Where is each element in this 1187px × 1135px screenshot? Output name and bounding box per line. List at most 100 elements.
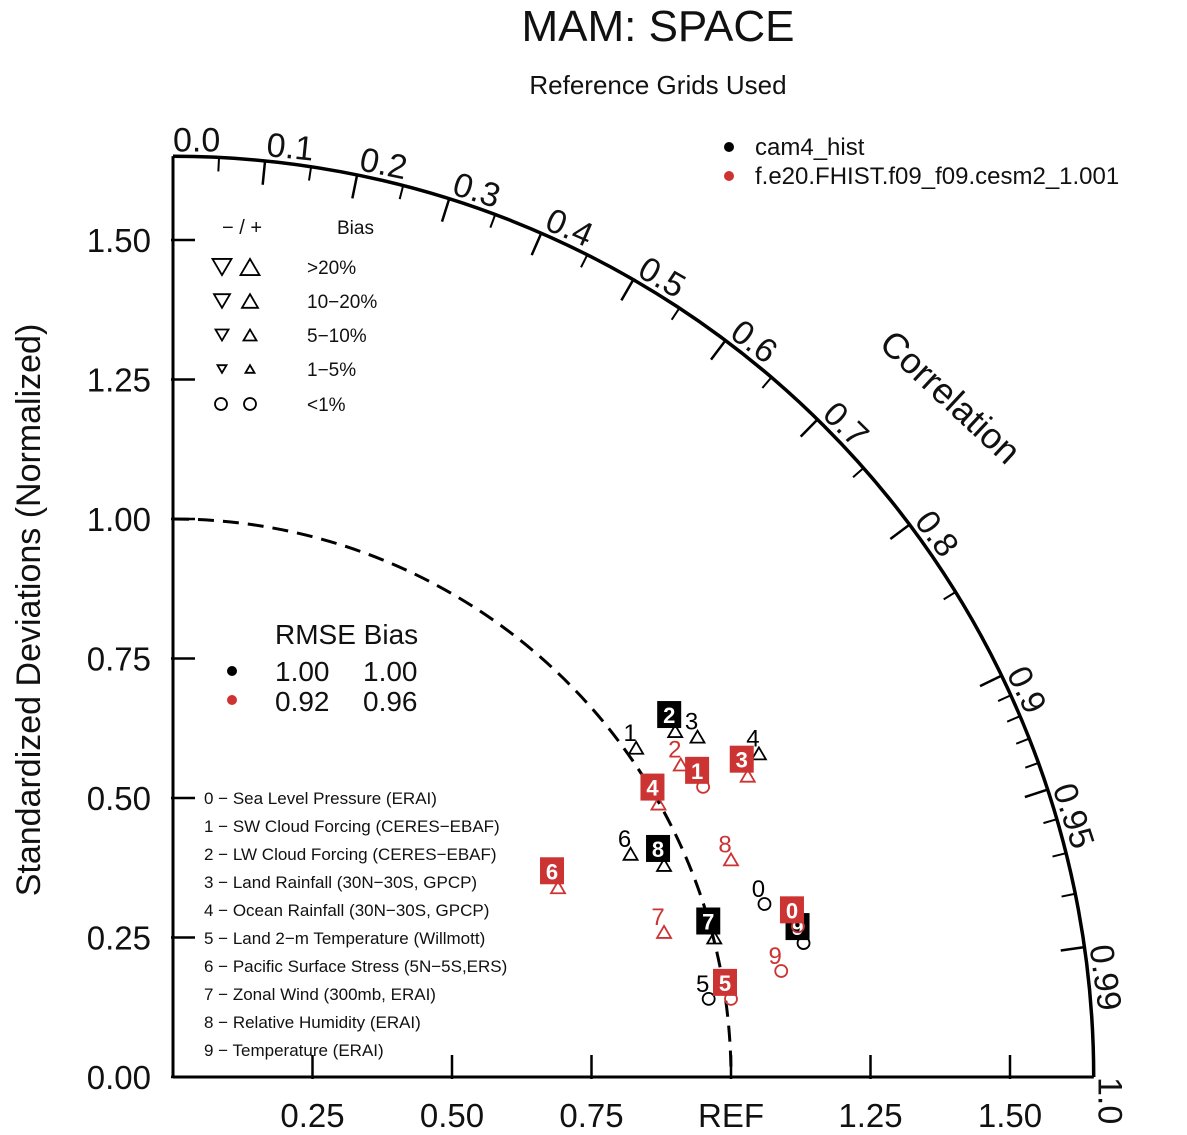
axes	[171, 154, 1096, 1079]
correlation-tick-label: 0.3	[448, 165, 504, 215]
x-tick-label: 1.50	[978, 1097, 1042, 1134]
point-marker-triangle	[627, 739, 645, 755]
correlation-tick-label: 0.95	[1045, 779, 1102, 854]
point-marker-triangle	[655, 857, 673, 872]
correlation-minor-tick	[1061, 892, 1076, 898]
point-label: 6	[546, 859, 558, 884]
correlation-tick	[440, 198, 451, 222]
correlation-axis-label: Correlation	[872, 322, 1029, 472]
point-label-box	[729, 745, 754, 773]
triangle-up-icon	[243, 363, 257, 374]
point-marker-triangle	[649, 795, 668, 811]
correlation-tick-label: 0.8	[907, 504, 966, 565]
y-tick-label: 0.75	[87, 641, 151, 678]
rmse-legend: RMSE Bias 1.00 1.00 0.92 0.96	[227, 619, 418, 717]
point-label: 4	[746, 725, 759, 752]
variable-item: 6 − Pacific Surface Stress (5N−5S,ERS)	[204, 957, 507, 976]
correlation-tick	[710, 339, 727, 361]
point-label-box	[779, 896, 804, 924]
bias-legend-title: Bias	[337, 218, 374, 239]
legend-label-cesm2: f.e20.FHIST.f09_f09.cesm2_1.001	[755, 163, 1119, 190]
correlation-tick-label: 0.2	[357, 141, 411, 188]
correlation-minor-tick	[1052, 852, 1067, 858]
correlation-tick	[530, 232, 543, 256]
legend-marker-cesm2	[724, 171, 734, 181]
axis-ticks: 0.000.250.500.751.001.251.500.25 0.50 0.75…	[87, 121, 1129, 1134]
variable-item: 9 − Temperature (ERAI)	[204, 1041, 384, 1060]
y-tick-label: 0.25	[87, 920, 151, 957]
point-label: 4	[646, 776, 659, 801]
rmse-value-cesm2: 0.92	[275, 686, 330, 717]
point-label-box	[540, 857, 565, 885]
correlation-tick-label: 0.0	[173, 121, 220, 159]
triangle-down-icon	[210, 258, 234, 277]
point-label: 8	[652, 837, 664, 862]
correlation-tick-label: 1.0	[1091, 1077, 1129, 1124]
variable-item: 5 − Land 2−m Temperature (Willmott)	[204, 929, 485, 948]
y-tick-label: 1.25	[87, 362, 151, 399]
rmse-legend-title: RMSE Bias	[275, 619, 418, 650]
point-label-box	[646, 834, 671, 862]
point-marker-triangle	[655, 924, 673, 939]
correlation-minor-tick	[217, 157, 221, 172]
correlation-tick	[620, 279, 635, 302]
point-marker-circle	[774, 964, 789, 978]
point-label: 1	[623, 720, 636, 747]
correlation-tick-label: 0.7	[815, 394, 875, 454]
point-marker-triangle	[750, 745, 768, 761]
correlation-minor-tick	[1015, 737, 1030, 745]
rmse-marker-cam4	[227, 666, 237, 676]
correlation-arc	[172, 154, 1096, 1078]
point-marker-circle	[757, 897, 772, 911]
point-label: 3	[685, 709, 698, 736]
circle-icon	[214, 397, 228, 411]
correlation-minor-tick	[398, 185, 405, 200]
point-label-box	[685, 756, 710, 784]
y-tick-label: 0.00	[87, 1059, 151, 1096]
point-label: 3	[736, 748, 748, 773]
point-marker-triangle	[739, 767, 757, 783]
correlation-tick-label: 0.5	[632, 249, 692, 306]
correlation-tick-label: 0.99	[1082, 942, 1129, 1013]
point-label: 8	[718, 831, 731, 858]
bias-legend-rows: >20% 10−20% 5−10% 1−5% <1%	[210, 257, 377, 416]
variable-item: 1 − SW Cloud Forcing (CERES−EBAF)	[204, 817, 500, 836]
point-label: 7	[702, 910, 714, 935]
variable-list: 0 − Sea Level Pressure (ERAI) 1 − SW Clo…	[204, 789, 507, 1060]
correlation-minor-tick	[308, 166, 313, 181]
rmse-value-cam4: 1.00	[275, 656, 330, 687]
variable-item: 7 − Zonal Wind (300mb, ERAI)	[204, 985, 436, 1004]
correlation-minor-tick	[761, 376, 773, 389]
correlation-tick	[351, 174, 359, 199]
point-label: 2	[668, 737, 681, 764]
correlation-minor-tick	[852, 467, 865, 479]
triangle-up-icon	[238, 257, 262, 276]
correlation-tick	[889, 523, 911, 540]
correlation-minor-tick	[670, 307, 681, 321]
correlation-minor-tick	[1006, 715, 1021, 723]
x-tick-label: 0.50	[420, 1097, 484, 1134]
legend-label-cam4: cam4_hist	[755, 134, 865, 161]
bias-value-cam4: 1.00	[363, 656, 418, 687]
correlation-minor-tick	[997, 694, 1012, 702]
x-tick-label: 0.75	[559, 1097, 623, 1134]
y-tick-label: 0.50	[87, 780, 151, 817]
x-tick-label: REF	[698, 1097, 764, 1134]
y-tick-label: 1.50	[87, 222, 151, 259]
triangle-down-icon	[213, 328, 231, 343]
bias-range-label: 10−20%	[307, 292, 377, 313]
point-label: 0	[786, 898, 798, 923]
correlation-tick-label: 0.9	[999, 660, 1054, 719]
correlation-tick	[1024, 788, 1049, 799]
point-label-box	[696, 907, 721, 935]
point-label: 6	[618, 826, 631, 853]
correlation-tick-label: 0.6	[724, 312, 785, 371]
triangle-down-icon	[212, 293, 232, 310]
triangle-up-icon	[240, 292, 260, 309]
variable-item: 3 − Land Rainfall (30N−30S, GPCP)	[204, 873, 477, 892]
point-label: 7	[651, 904, 664, 931]
rmse-marker-cesm2	[227, 695, 237, 705]
point-label: 5	[696, 971, 709, 998]
bias-legend: − / + Bias >20% 10−20% 5−10% 1−5% <1%	[210, 217, 377, 416]
